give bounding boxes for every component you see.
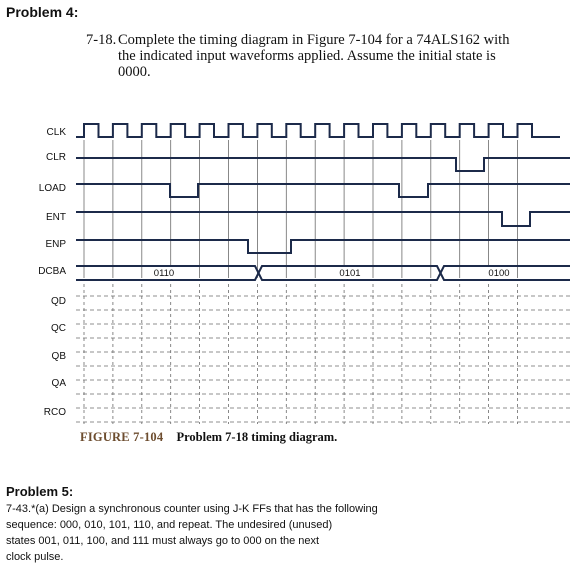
label-dcba: DCBA (38, 266, 66, 277)
clk-waveform (76, 123, 560, 138)
statement-line: Complete the timing diagram in Figure 7-… (118, 32, 510, 48)
dcba-value-3: 0100 (488, 268, 509, 279)
problem-5-line: sequence: 000, 010, 101, 110, and repeat… (6, 519, 333, 531)
timing-grid (76, 140, 570, 424)
statement-line: 0000. (118, 64, 151, 80)
problem-4-heading: Problem 4: (6, 4, 79, 20)
signal-labels: CLK CLR LOAD ENT ENP DCBA QD QC QB QA RC… (38, 127, 66, 418)
label-rco: RCO (44, 407, 66, 418)
problem-5-statement: 7-43.*(a) Design a synchronous counter u… (6, 501, 426, 565)
dcba-value-1: 0110 (154, 268, 174, 279)
problem-5-line: 7-43.*(a) Design a synchronous counter u… (6, 503, 378, 515)
ent-waveform (76, 211, 570, 227)
figure-title: Problem 7-18 timing diagram. (176, 430, 338, 444)
enp-waveform (76, 239, 570, 254)
problem-5-heading: Problem 5: (6, 484, 74, 499)
label-load: LOAD (39, 183, 66, 194)
dcba-value-2: 0101 (339, 268, 360, 279)
clr-waveform (76, 157, 570, 172)
dcba-bus-lower (76, 265, 570, 281)
statement-line: the indicated input waveforms applied. A… (118, 48, 496, 64)
label-qb: QB (52, 351, 67, 362)
waveforms (76, 123, 570, 281)
label-qd: QD (51, 296, 66, 307)
dcba-values: 0110 0101 0100 (150, 267, 514, 279)
figure-caption: FIGURE 7-104 Problem 7-18 timing diagram… (80, 430, 337, 445)
label-clr: CLR (46, 152, 66, 163)
figure-label: FIGURE 7-104 (80, 430, 164, 444)
timing-diagram: CLK CLR LOAD ENT ENP DCBA QD QC QB QA RC… (38, 123, 570, 424)
problem-5-line: states 001, 011, 100, and 111 must alway… (6, 535, 320, 547)
label-qa: QA (52, 378, 67, 389)
label-qc: QC (51, 323, 66, 334)
problem-4-statement: 7-18. Complete the timing diagram in Fig… (86, 32, 572, 80)
label-ent: ENT (46, 212, 66, 223)
label-clk: CLK (47, 127, 67, 138)
problem-5-line: clock pulse. (6, 551, 64, 563)
load-waveform (76, 183, 570, 198)
problem-number: 7-18. (86, 32, 117, 48)
dcba-bus-upper (76, 265, 570, 281)
label-enp: ENP (45, 239, 66, 250)
